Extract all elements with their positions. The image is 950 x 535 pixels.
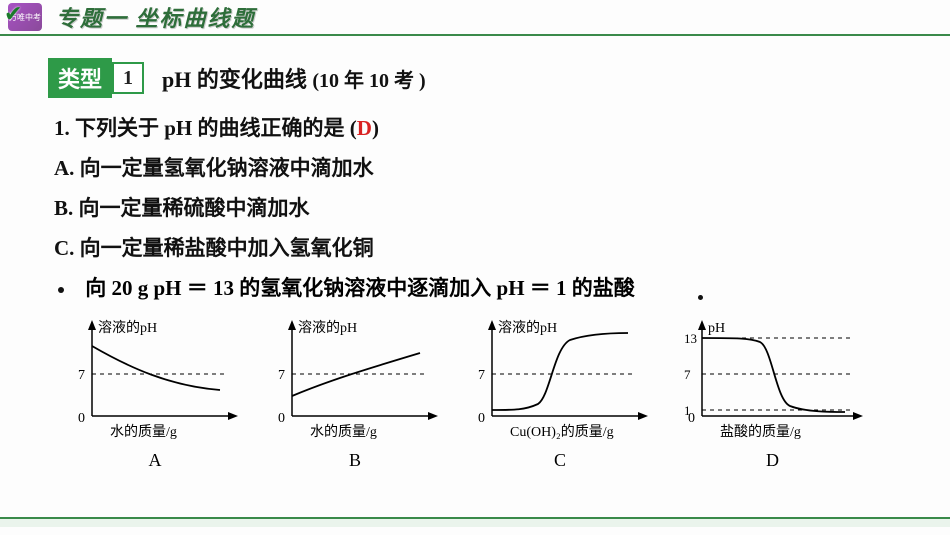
- chart-c-svg: 溶液的pH 0 Cu(OH)₂的质量/g 7: [470, 318, 650, 448]
- chart-a-caption: A: [70, 450, 240, 471]
- stray-dot-icon: [698, 295, 703, 300]
- logo-text: 万唯中考: [9, 12, 41, 23]
- chart-b-caption: B: [270, 450, 440, 471]
- question-content: 1. 下列关于 pH 的曲线正确的是 ( D ) A. 向一定量氢氧化钠溶液中滴…: [0, 112, 950, 302]
- svg-text:7: 7: [78, 368, 85, 383]
- bullet-icon: [58, 287, 64, 293]
- type-number-box: 1: [112, 62, 144, 94]
- brand-logo: 万唯中考: [8, 3, 42, 31]
- svg-text:13: 13: [684, 331, 697, 346]
- type-badge: 类型: [48, 58, 112, 98]
- answer-letter: D: [357, 116, 372, 141]
- svg-text:7: 7: [278, 368, 285, 383]
- svg-text:Cu(OH)₂的质量/g: Cu(OH)₂的质量/g: [510, 424, 614, 440]
- chart-a-svg: 溶液的pH 0 水的质量/g 7: [70, 318, 240, 448]
- option-d-text: 向 20 g pH ＝ 13 的氢氧化钠溶液中逐滴加入 pH ＝ 1 的盐酸: [85, 276, 635, 300]
- option-a: A. 向一定量氢氧化钠溶液中滴加水: [54, 152, 902, 182]
- chart-b-svg: 溶液的pH 0 水的质量/g 7: [270, 318, 440, 448]
- svg-text:溶液的pH: 溶液的pH: [298, 320, 357, 336]
- question-stem-line: 1. 下列关于 pH 的曲线正确的是 ( D ): [54, 112, 902, 142]
- svg-text:溶液的pH: 溶液的pH: [98, 320, 157, 336]
- svg-text:7: 7: [684, 367, 691, 382]
- svg-text:盐酸的质量/g: 盐酸的质量/g: [720, 424, 801, 440]
- type-row: 类型 1 pH 的变化曲线 (10 年 10 考 ): [48, 58, 950, 98]
- footer-bar: [0, 517, 950, 527]
- chart-c-caption: C: [470, 450, 650, 471]
- question-close: ): [372, 116, 379, 141]
- header-bar: 万唯中考 专题一 坐标曲线题: [0, 0, 950, 36]
- option-b: B. 向一定量稀硫酸中滴加水: [54, 192, 902, 222]
- chart-d-caption: D: [680, 450, 865, 471]
- svg-text:水的质量/g: 水的质量/g: [310, 424, 377, 440]
- svg-text:0: 0: [278, 411, 285, 426]
- question-stem: 1. 下列关于 pH 的曲线正确的是 (: [54, 112, 357, 142]
- chart-d-svg: pH0盐酸的质量/g1371: [680, 318, 865, 448]
- chart-b: 溶液的pH 0 水的质量/g 7 B: [270, 318, 440, 471]
- charts-row: 溶液的pH 0 水的质量/g 7 A 溶液的pH 0 水的质量/g 7 B 溶液的pH 0 Cu…: [0, 312, 950, 471]
- svg-text:1: 1: [684, 403, 691, 418]
- chart-d: pH0盐酸的质量/g1371 D: [680, 318, 865, 471]
- svg-text:0: 0: [478, 411, 485, 426]
- svg-text:0: 0: [78, 411, 85, 426]
- type-title: pH 的变化曲线 (10 年 10 考 ): [162, 62, 426, 94]
- svg-text:7: 7: [478, 368, 485, 383]
- option-c: C. 向一定量稀盐酸中加入氢氧化铜: [54, 232, 902, 262]
- svg-text:水的质量/g: 水的质量/g: [110, 424, 177, 440]
- chart-c: 溶液的pH 0 Cu(OH)₂的质量/g 7 C: [470, 318, 650, 471]
- header-title: 专题一 坐标曲线题: [56, 1, 256, 33]
- type-title-main: pH 的变化曲线: [162, 67, 307, 92]
- svg-text:pH: pH: [708, 321, 725, 336]
- svg-text:溶液的pH: 溶液的pH: [498, 320, 557, 336]
- type-title-sub: (10 年 10 考 ): [312, 70, 425, 92]
- chart-a: 溶液的pH 0 水的质量/g 7 A: [70, 318, 240, 471]
- option-d: 向 20 g pH ＝ 13 的氢氧化钠溶液中逐滴加入 pH ＝ 1 的盐酸: [54, 272, 902, 302]
